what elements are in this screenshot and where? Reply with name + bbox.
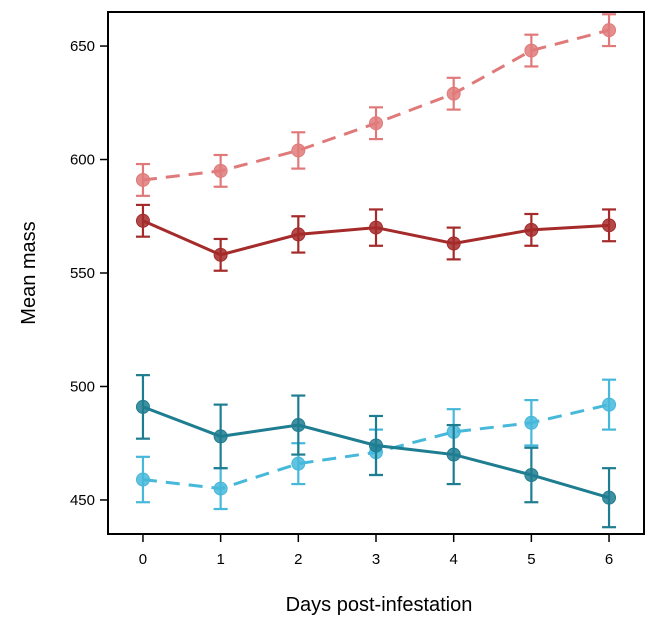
data-point [135,172,150,187]
data-point [135,399,150,414]
data-point [369,220,383,235]
series-1 [135,203,617,272]
series-3 [135,374,617,529]
data-point [602,218,617,233]
x-axis-title: Days post-infestation [286,594,473,616]
data-point [524,415,539,430]
data-point [602,490,617,505]
data-point [446,86,461,101]
data-point [524,467,539,482]
y-tick-label: 500 [70,378,95,395]
data-point [369,116,383,131]
series-line [142,28,610,182]
y-tick-label: 650 [70,38,95,55]
y-tick-label: 550 [70,265,95,282]
data-point [524,222,539,237]
x-tick-label: 4 [450,551,458,568]
data-point [291,418,306,433]
x-tick-label: 6 [605,551,613,568]
x-tick-label: 2 [294,551,302,568]
data-point [291,143,306,158]
plot-marks [135,13,617,529]
x-tick-label: 1 [216,551,224,568]
x-tick-label: 3 [372,551,380,568]
data-point [291,227,306,242]
data-point [213,429,228,444]
data-point [135,213,150,228]
data-point [291,456,306,471]
x-tick-label: 0 [139,551,147,568]
data-point [369,438,383,453]
data-point [602,23,617,38]
data-point [135,472,150,487]
x-tick-label: 5 [527,551,535,568]
series-0 [135,13,617,197]
y-tick-label: 600 [70,152,95,169]
data-point [446,236,461,251]
data-point [213,247,228,262]
axes: 450 500 550 600 650 0 1 2 3 4 5 6 [70,38,613,568]
data-point [446,447,461,462]
y-axis-title: Mean mass [18,221,40,324]
y-tick-label: 450 [70,492,95,509]
data-point [602,397,617,412]
data-point [524,43,539,58]
data-point [213,163,228,178]
data-point [213,481,228,496]
